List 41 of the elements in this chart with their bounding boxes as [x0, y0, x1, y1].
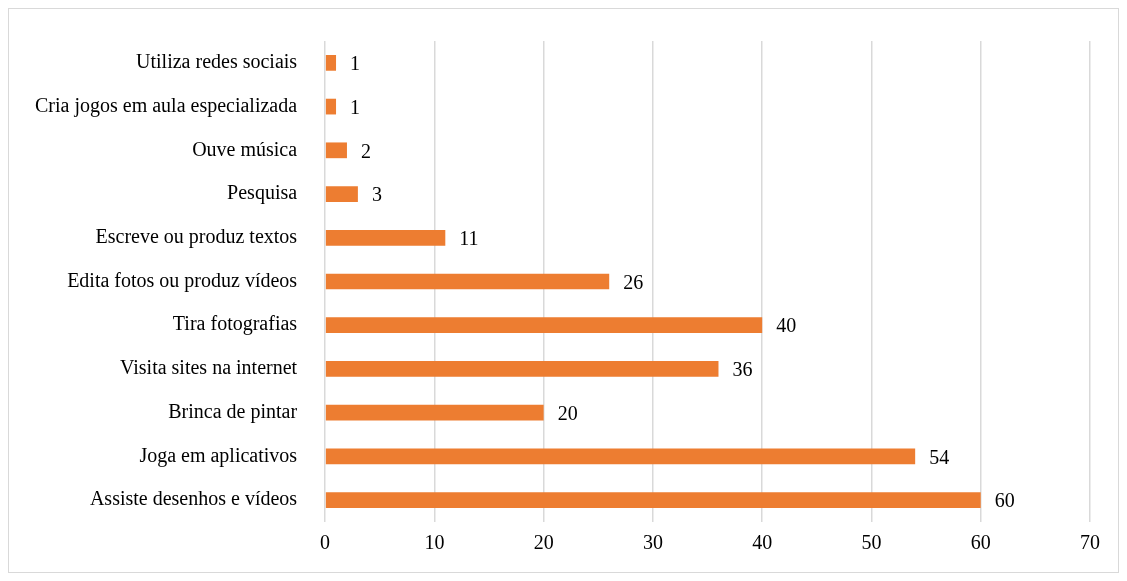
y-tick-label: Pesquisa [227, 181, 298, 205]
y-tick-label: Cria jogos em aula especializada [35, 93, 298, 117]
bar [325, 404, 544, 421]
x-tick-label: 40 [752, 531, 773, 554]
x-tick-label: 30 [642, 531, 663, 554]
y-tick-label: Tira fotografias [172, 312, 298, 336]
x-tick-label: 70 [1080, 531, 1100, 554]
x-tick-label: 10 [424, 531, 445, 554]
data-label: 11 [459, 227, 479, 250]
y-tick-label: Edita fotos ou produz vídeos [67, 268, 298, 292]
bar [325, 54, 337, 71]
data-label: 60 [994, 489, 1015, 512]
y-tick-label: Utiliza redes sociais [136, 50, 298, 73]
y-tick-label: Joga em aplicativos [139, 443, 298, 467]
x-tick-label: 60 [970, 531, 991, 554]
bar [325, 186, 358, 202]
bar [325, 229, 446, 246]
x-tick-label: 20 [533, 531, 554, 554]
data-label: 26 [623, 270, 644, 293]
bar [325, 273, 610, 290]
bar [325, 361, 719, 377]
data-label: 1 [350, 95, 361, 118]
x-tick-label: 50 [861, 531, 882, 554]
data-label: 20 [557, 401, 578, 424]
bar [325, 492, 981, 509]
bar [325, 142, 347, 159]
y-tick-label: Escreve ou produz textos [95, 225, 298, 249]
y-tick-label: Brinca de pintar [168, 399, 298, 423]
bar [325, 448, 916, 465]
y-tick-label: Assiste desenhos e vídeos [89, 487, 298, 510]
bar [325, 98, 337, 115]
x-tick-label: 0 [320, 531, 331, 554]
y-tick-label: Ouve música [192, 137, 298, 160]
data-label: 36 [732, 358, 753, 381]
data-label: 1 [350, 52, 361, 75]
data-label: 54 [929, 445, 950, 468]
data-label: 3 [371, 183, 382, 206]
bar [325, 317, 763, 334]
data-label: 2 [360, 139, 371, 162]
y-tick-label: Visita sites na internet [120, 356, 298, 379]
data-label: 40 [776, 314, 797, 337]
